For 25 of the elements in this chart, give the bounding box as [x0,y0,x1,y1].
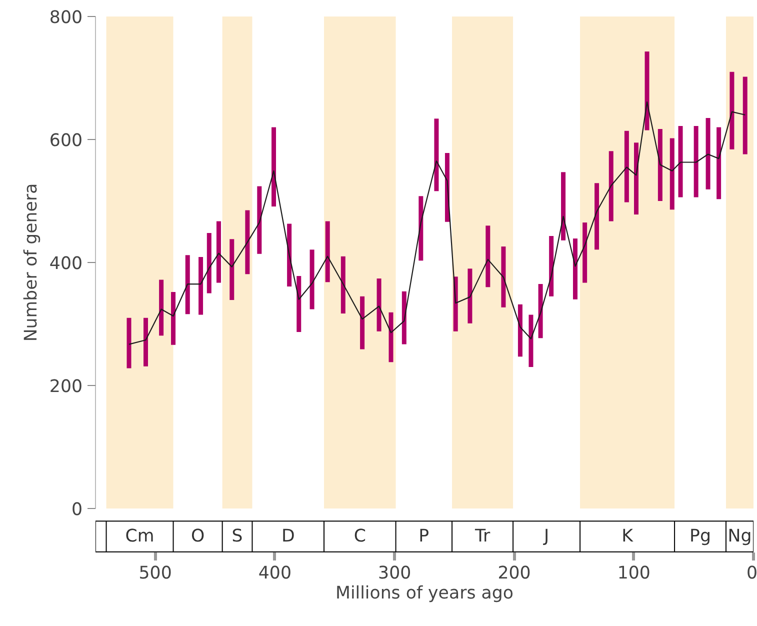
x-tick-label: 400 [258,564,292,584]
text: D [281,526,295,546]
y-tick-label: 0 [71,500,83,520]
x-tick-label: 500 [138,564,172,584]
y-tick-label: 200 [49,377,83,397]
x-tick-label: 200 [498,564,531,584]
x-tick-label: 0 [746,564,757,584]
band-label: S [232,526,243,546]
x-axis-title: Millions of years ago [336,584,514,604]
text: P [418,526,430,546]
band-label: Tr [474,526,491,546]
text: Pg [690,526,711,546]
text: O [190,526,205,546]
line-series [128,101,746,345]
y-tick-label: 600 [49,131,83,151]
band-label: K [622,526,634,546]
y-axis-title: Number of genera [21,183,42,342]
y-tick-label: 400 [49,254,83,274]
band-label: C [354,526,366,546]
x-tick-label: 100 [617,564,650,584]
y-tick-label: 800 [49,8,83,28]
x-tick-label: 300 [378,564,412,584]
text: J [542,526,550,546]
band-label: Ng [728,526,752,546]
band-label: Cm [125,526,154,546]
